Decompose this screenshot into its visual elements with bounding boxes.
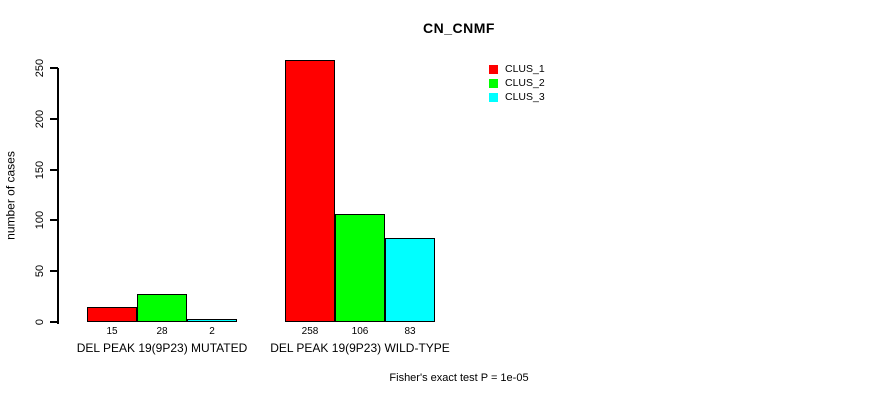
bar-clus_1-group1 <box>87 307 137 322</box>
y-tick-label: 150 <box>34 160 46 179</box>
bar-value-label: 28 <box>156 326 168 337</box>
y-tick-mark <box>50 321 58 323</box>
y-tick-mark <box>50 67 58 69</box>
y-tick-label: 100 <box>34 211 46 230</box>
bar-value-label: 83 <box>404 326 416 337</box>
legend-label: CLUS_2 <box>505 77 545 89</box>
y-tick-mark <box>50 117 58 120</box>
bar-clus_3-group1 <box>187 319 237 322</box>
bar-clus_3-group2 <box>385 238 435 322</box>
y-tick-label: 250 <box>34 58 46 78</box>
annotation-text: Fisher's exact test P = 1e-05 <box>389 372 529 384</box>
bar-value-label: 15 <box>106 326 118 337</box>
y-tick-label: 200 <box>34 109 46 128</box>
y-tick-label: 50 <box>34 265 46 278</box>
bar-value-label: 2 <box>209 326 215 337</box>
legend-swatch-icon <box>489 64 498 74</box>
y-tick-mark <box>50 270 58 273</box>
bar-clus_1-group2 <box>285 60 335 322</box>
legend-swatch-icon <box>489 92 498 102</box>
y-axis-line <box>57 68 59 324</box>
y-tick-mark <box>50 168 58 171</box>
legend-item-clus_1: CLUS_1 <box>489 64 545 74</box>
y-axis-title: number of cases <box>3 151 18 240</box>
legend-label: CLUS_3 <box>505 91 545 103</box>
chart-title: CN_CNMF <box>423 20 495 36</box>
legend-swatch-icon <box>489 78 498 88</box>
bar-value-label: 106 <box>351 326 369 337</box>
bar-clus_2-group1 <box>137 294 187 322</box>
y-tick-mark <box>50 219 58 222</box>
x-category-label: DEL PEAK 19(9P23) WILD-TYPE <box>270 341 450 355</box>
x-category-label: DEL PEAK 19(9P23) MUTATED <box>76 341 248 355</box>
bar-clus_2-group2 <box>335 214 385 322</box>
legend: CLUS_1 CLUS_2 CLUS_3 <box>489 64 545 102</box>
bar-value-label: 258 <box>301 326 319 337</box>
legend-item-clus_2: CLUS_2 <box>489 78 545 88</box>
legend-item-clus_3: CLUS_3 <box>489 92 545 102</box>
y-tick-label: 0 <box>34 318 46 326</box>
legend-label: CLUS_1 <box>505 63 545 75</box>
